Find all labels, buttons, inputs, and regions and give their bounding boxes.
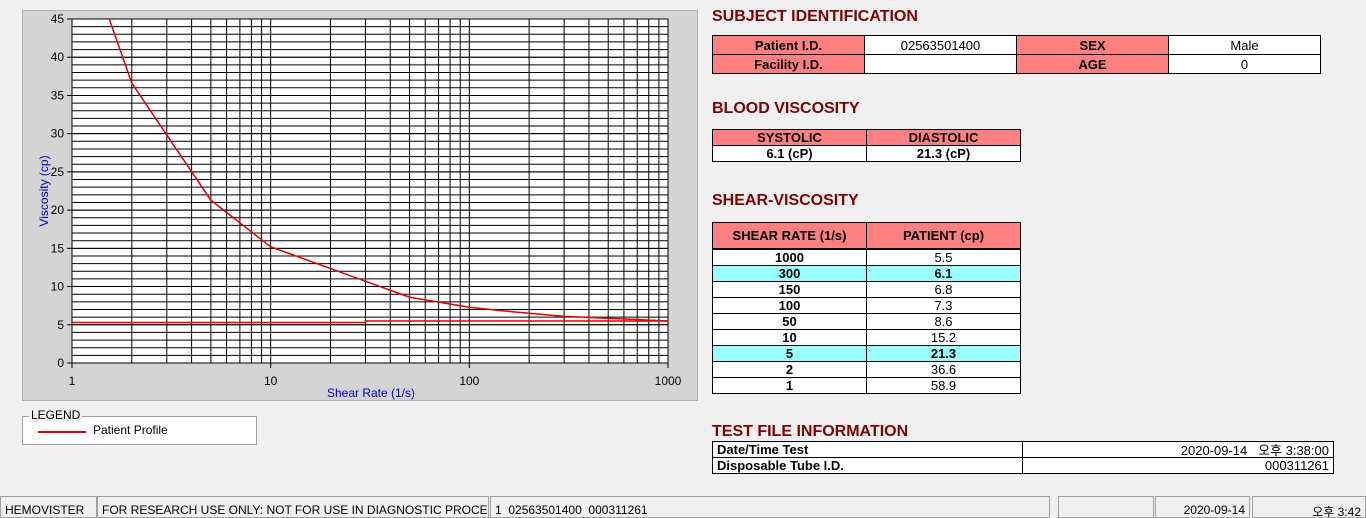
y-tick-label: 40 <box>51 50 65 64</box>
heading: BLOOD VISCOSITY <box>712 100 860 117</box>
y-tick-label: 10 <box>51 280 65 294</box>
table-cell: 10 <box>712 329 867 346</box>
table-cell: 7.3 <box>866 297 1021 314</box>
table-cell: 150 <box>712 281 867 298</box>
heading: SHEAR-VISCOSITY <box>712 192 859 209</box>
legend-title: LEGEND <box>29 408 83 422</box>
heading: TEST FILE INFORMATION <box>712 423 909 440</box>
plot-frame <box>71 18 669 364</box>
table-cell: Disposable Tube I.D. <box>712 457 1023 474</box>
table-cell: 0 <box>1168 54 1321 74</box>
y-tick-label: 25 <box>51 165 65 179</box>
table-cell: 1 <box>712 377 867 394</box>
x-tick-label: 100 <box>459 374 479 388</box>
table-cell: 21.3 (cP) <box>866 145 1021 162</box>
table-cell: Male <box>1168 35 1321 55</box>
heading: SUBJECT IDENTIFICATION <box>712 8 918 25</box>
legend-swatch <box>38 431 86 433</box>
y-tick-label: 0 <box>57 356 64 370</box>
table-cell: 15.2 <box>866 329 1021 346</box>
table-cell: 6.1 (cP) <box>712 145 867 162</box>
data-line <box>108 19 668 322</box>
y-axis-label: Viscosity (cp) <box>37 155 51 226</box>
table-cell: SEX <box>1016 35 1169 55</box>
table-cell: 2020-09-14 오후 3:38:00 <box>1022 441 1334 458</box>
status-segment <box>1058 496 1154 518</box>
table-cell: 58.9 <box>866 377 1021 394</box>
table-cell: AGE <box>1016 54 1169 74</box>
y-tick-label: 30 <box>51 127 65 141</box>
y-tick-label: 35 <box>51 88 65 102</box>
status-segment: 2020-09-14 <box>1155 496 1250 518</box>
table-cell: 2 <box>712 361 867 378</box>
status-segment: HEMOVISTER <box>0 496 97 518</box>
table-cell: 100 <box>712 297 867 314</box>
table-cell: 6.8 <box>866 281 1021 298</box>
table-cell: Date/Time Test <box>712 441 1023 458</box>
table-cell: 02563501400 <box>864 35 1017 55</box>
table-cell: 5.5 <box>866 249 1021 266</box>
y-tick-label: 20 <box>51 203 65 217</box>
table-cell: 8.6 <box>866 313 1021 330</box>
y-tick-label: 5 <box>57 318 64 332</box>
x-tick-label: 1 <box>69 374 76 388</box>
x-axis-label: Shear Rate (1/s) <box>327 386 415 400</box>
table-cell: 36.6 <box>866 361 1021 378</box>
y-tick-label: 45 <box>51 12 65 26</box>
table-cell: Facility I.D. <box>712 54 865 74</box>
table-cell: 21.3 <box>866 345 1021 362</box>
table-cell: SHEAR RATE (1/s) <box>712 222 867 249</box>
data-line <box>72 320 668 324</box>
status-segment: FOR RESEARCH USE ONLY: NOT FOR USE IN DI… <box>97 496 489 518</box>
legend: LEGEND Patient Profile <box>22 408 257 445</box>
x-tick-label: 1000 <box>655 374 682 388</box>
table-cell: 50 <box>712 313 867 330</box>
table-cell: 300 <box>712 265 867 282</box>
table-cell: 1000 <box>712 249 867 266</box>
y-tick-label: 15 <box>51 241 65 255</box>
table-cell: 6.1 <box>866 265 1021 282</box>
table-cell <box>864 54 1017 74</box>
table-cell: 000311261 <box>1022 457 1334 474</box>
status-segment: 1 02563501400 000311261 <box>490 496 1050 518</box>
table-cell: 5 <box>712 345 867 362</box>
table-cell: Patient I.D. <box>712 35 865 55</box>
status-segment: 오후 3:42 <box>1252 496 1366 518</box>
chart: 0 5 10 15 20 25 30 35 40 45 1 10 100 1000 Shear Rate … <box>37 12 682 400</box>
plot-area <box>72 19 668 363</box>
legend-label: Patient Profile <box>93 423 168 437</box>
x-tick-label: 10 <box>264 374 278 388</box>
table-cell: SYSTOLIC <box>712 129 867 146</box>
table-cell: PATIENT (cp) <box>866 222 1021 249</box>
table-cell: DIASTOLIC <box>866 129 1021 146</box>
